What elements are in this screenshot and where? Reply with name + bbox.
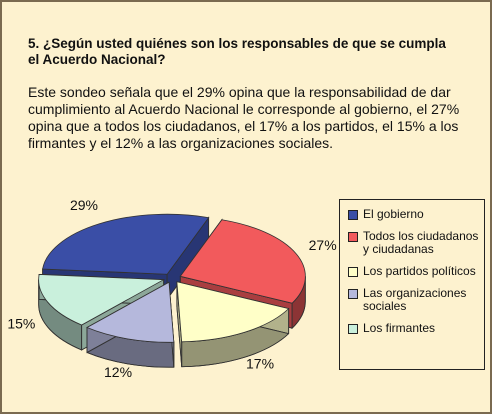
legend-item: Los firmantes [348, 322, 480, 335]
description: Este sondeo señala que el 29% opina que … [28, 84, 460, 151]
legend-label: Todos los ciudadanos y ciudadanas [363, 229, 479, 256]
legend-item: Las organizaciones sociales [348, 287, 480, 313]
slice [86, 281, 175, 343]
data-label: 15% [7, 316, 35, 332]
data-label: 17% [246, 355, 274, 371]
legend-swatch [348, 267, 358, 277]
slice [42, 213, 210, 275]
legend-swatch [348, 210, 358, 220]
question-title: 5. ¿Según usted quiénes son los responsa… [28, 36, 446, 67]
legend-swatch [348, 324, 358, 334]
legend-swatch [348, 232, 358, 242]
legend: El gobierno Todos los ciudadanos y ciudad… [339, 199, 485, 370]
slice [176, 281, 290, 343]
legend-label: El gobierno [363, 207, 424, 221]
data-label: 27% [309, 237, 337, 253]
legend-item: Todos los ciudadanos y ciudadanas [348, 230, 480, 256]
slice [38, 274, 166, 326]
data-label: 29% [70, 197, 98, 213]
legend-swatch [348, 289, 358, 299]
legend-label: Los firmantes [363, 321, 436, 335]
legend-label: Las organizaciones sociales [363, 286, 467, 313]
legend-label: Los partidos políticos [363, 264, 476, 278]
slice [179, 219, 306, 304]
legend-item: Los partidos políticos [348, 265, 480, 278]
data-label: 12% [104, 364, 132, 380]
legend-item: El gobierno [348, 208, 480, 221]
